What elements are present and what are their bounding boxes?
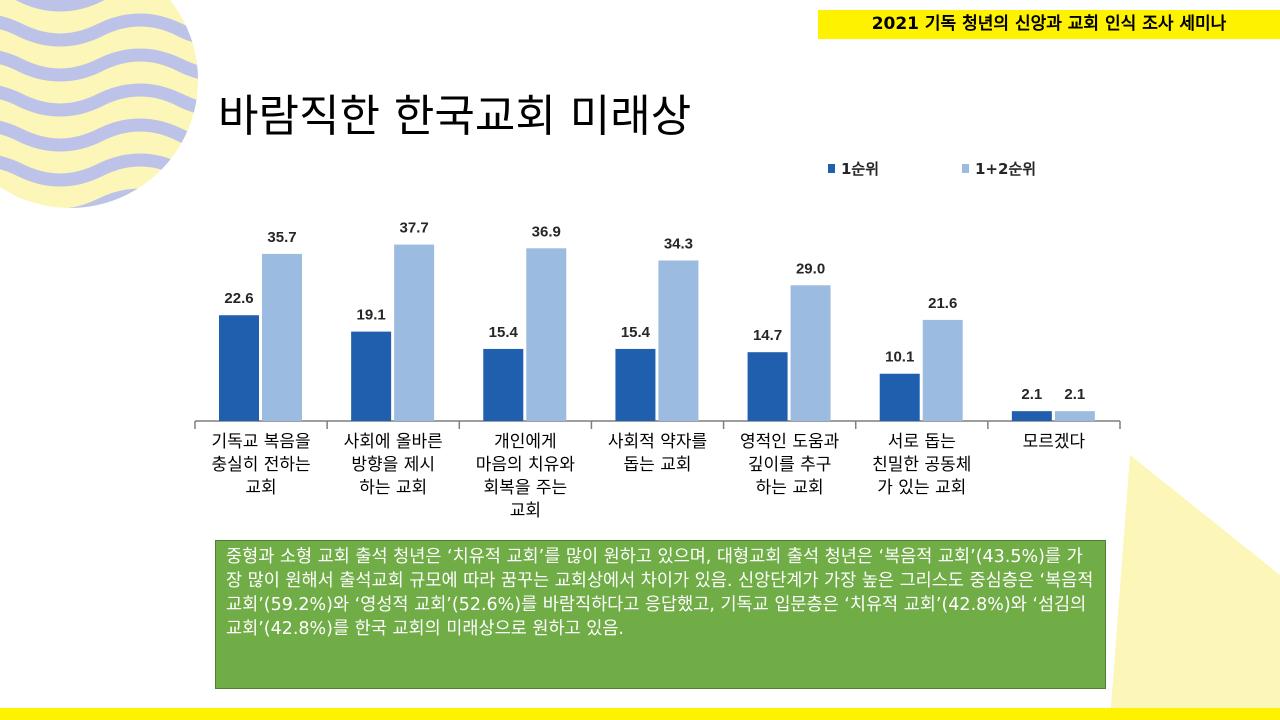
- category-label: 사회적 약자를: [608, 432, 707, 452]
- data-label: 15.4: [621, 324, 651, 341]
- bar-rank1-2-1: [262, 253, 302, 421]
- category-label: 하는 교회: [756, 478, 824, 498]
- data-label: 10.1: [885, 349, 914, 366]
- category-label: 가 있는 교회: [877, 478, 966, 498]
- category-label: 교회: [245, 478, 276, 498]
- data-label: 2.1: [1064, 386, 1085, 403]
- category-label: 방향을 제시: [351, 455, 435, 475]
- legend-swatch-1: [828, 164, 835, 173]
- data-label: 15.4: [489, 324, 519, 341]
- summary-box: 중형과 소형 교회 출석 청년은 ‘치유적 교회’를 많이 원하고 있으며, 대…: [215, 540, 1106, 689]
- bar-rank1-2-3: [526, 248, 567, 421]
- decorative-wave-circle: [0, 0, 198, 208]
- category-label: 돕는 교회: [624, 455, 692, 475]
- category-label: 교회: [510, 501, 541, 521]
- data-label: 22.6: [224, 290, 253, 307]
- bar-rank1-5: [747, 352, 788, 421]
- bar-rank1-2-5: [790, 285, 831, 421]
- bar-rank1-6: [879, 373, 920, 421]
- page-title: 바람직한 한국교회 미래상: [218, 91, 692, 142]
- data-label: 2.1: [1021, 386, 1042, 403]
- bar-rank1-2: [351, 331, 392, 421]
- category-label: 사회에 올바른: [344, 432, 443, 452]
- bar-rank1-4: [615, 348, 656, 421]
- category-label: 모르겠다: [1023, 432, 1086, 452]
- category-label: 하는 교회: [359, 478, 427, 498]
- legend-label-1: 1순위: [841, 160, 879, 178]
- category-label: 기독교 복음을: [211, 432, 310, 452]
- data-label: 37.7: [400, 220, 429, 237]
- bar-rank1-3: [483, 348, 524, 421]
- bar-rank1-7: [1011, 411, 1052, 421]
- bar-rank1-2-7: [1054, 411, 1095, 421]
- category-label: 마음의 치유와: [476, 455, 576, 475]
- bar-rank1-2-2: [394, 244, 435, 421]
- data-label: 29.0: [796, 260, 825, 277]
- bar-rank1-2-4: [658, 260, 699, 421]
- data-label: 14.7: [753, 327, 782, 344]
- category-label: 서로 돕는: [888, 432, 956, 452]
- legend-label-2: 1+2순위: [975, 160, 1036, 178]
- category-label: 깊이를 추구: [748, 455, 832, 475]
- category-label: 친밀한 공동체: [872, 455, 971, 475]
- bar-rank1-1: [219, 315, 259, 421]
- category-label: 개인에게: [494, 432, 557, 452]
- legend-swatch-2: [962, 164, 969, 173]
- data-label: 36.9: [532, 223, 561, 240]
- category-label: 영적인 도움과: [740, 432, 840, 452]
- decorative-triangle: [1110, 455, 1280, 720]
- seminar-banner: 2021 기독 청년의 신앙과 교회 인식 조사 세미나: [818, 10, 1280, 39]
- bar-rank1-2-6: [922, 319, 963, 421]
- category-label: 회복을 주는: [484, 478, 568, 498]
- summary-text: 중형과 소형 교회 출석 청년은 ‘치유적 교회’를 많이 원하고 있으며, 대…: [226, 547, 1094, 639]
- data-label: 21.6: [928, 295, 957, 312]
- category-label: 충실히 전하는: [211, 455, 310, 475]
- data-label: 35.7: [267, 229, 296, 246]
- bottom-accent-bar: [0, 708, 1280, 720]
- data-label: 19.1: [357, 307, 386, 324]
- data-label: 34.3: [664, 235, 693, 252]
